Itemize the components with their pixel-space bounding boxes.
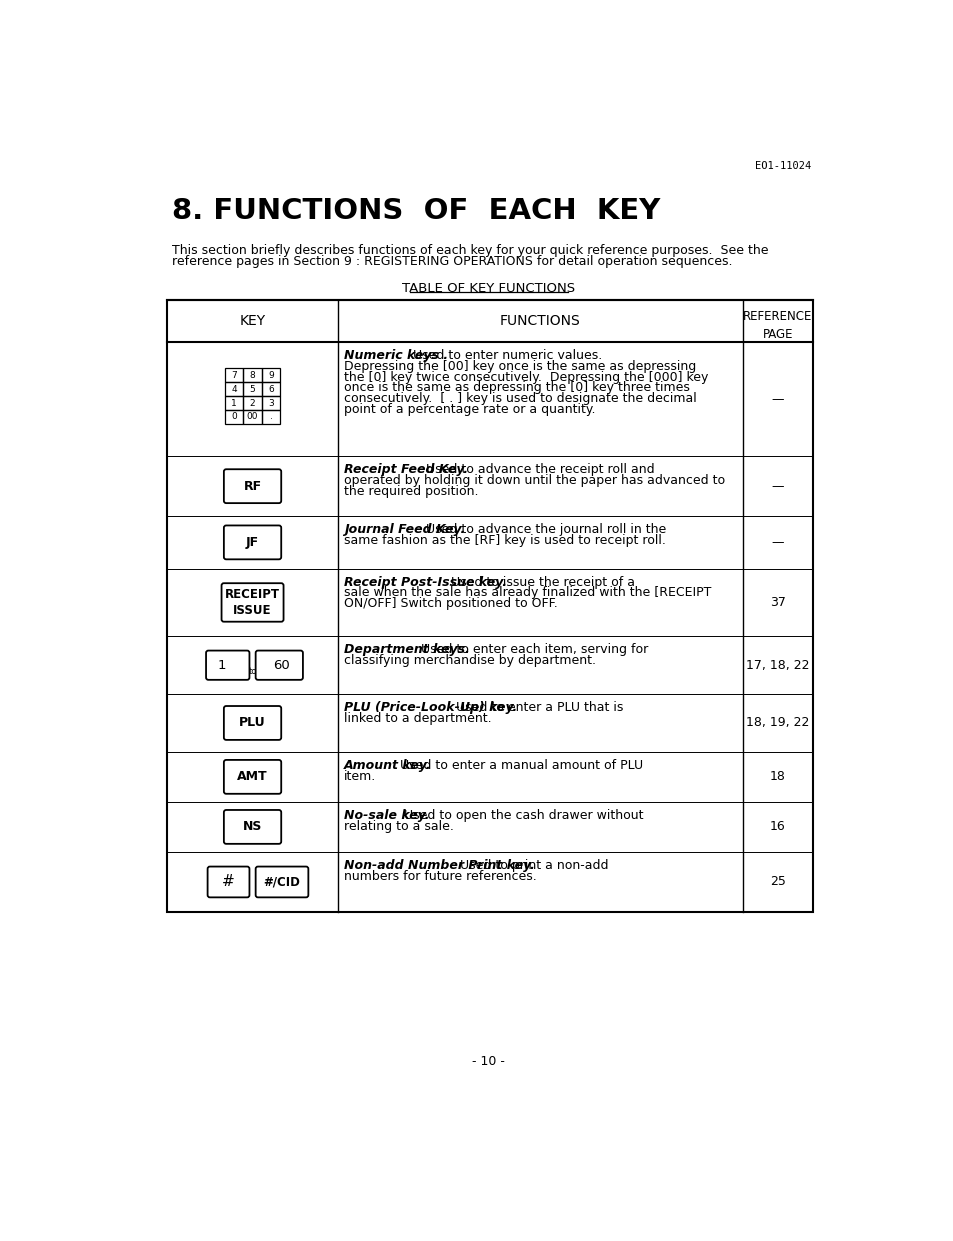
Text: EO1-11024: EO1-11024 bbox=[754, 161, 810, 171]
Text: .: . bbox=[270, 412, 273, 422]
Text: linked to a department.: linked to a department. bbox=[344, 712, 491, 725]
Text: operated by holding it down until the paper has advanced to: operated by holding it down until the pa… bbox=[344, 474, 724, 486]
Text: NS: NS bbox=[243, 820, 262, 834]
Text: same fashion as the [RF] key is used to receipt roll.: same fashion as the [RF] key is used to … bbox=[344, 534, 665, 547]
Text: point of a percentage rate or a quantity.: point of a percentage rate or a quantity… bbox=[344, 403, 595, 416]
Text: the required position.: the required position. bbox=[344, 485, 478, 498]
Text: Used to enter a manual amount of PLU: Used to enter a manual amount of PLU bbox=[391, 758, 642, 772]
Bar bbox=[243, 410, 261, 424]
Text: - 10 -: - 10 - bbox=[472, 1055, 505, 1067]
Text: —: — bbox=[771, 536, 783, 549]
Text: Used to advance the journal roll in the: Used to advance the journal roll in the bbox=[417, 524, 665, 536]
Text: once is the same as depressing the [0] key three times: once is the same as depressing the [0] k… bbox=[344, 381, 689, 395]
Text: Non-add Number Print key.: Non-add Number Print key. bbox=[344, 859, 535, 872]
Bar bbox=[224, 382, 243, 396]
Text: Department keys.: Department keys. bbox=[344, 643, 470, 656]
Text: 9: 9 bbox=[268, 371, 274, 380]
Text: consecutively.  [ . ] key is used to designate the decimal: consecutively. [ . ] key is used to desi… bbox=[344, 392, 696, 406]
Text: classifying merchandise by department.: classifying merchandise by department. bbox=[344, 654, 596, 668]
Text: ON/OFF] Switch positioned to OFF.: ON/OFF] Switch positioned to OFF. bbox=[344, 597, 558, 611]
Text: Used to issue the receipt of a: Used to issue the receipt of a bbox=[443, 576, 635, 588]
Bar bbox=[243, 396, 261, 410]
Text: reference pages in Section 9 : REGISTERING OPERATIONS for detail operation seque: reference pages in Section 9 : REGISTERI… bbox=[172, 256, 732, 268]
Text: —: — bbox=[771, 392, 783, 406]
Text: Numeric keys .: Numeric keys . bbox=[344, 349, 448, 362]
Text: TABLE OF KEY FUNCTIONS: TABLE OF KEY FUNCTIONS bbox=[402, 282, 575, 295]
Bar bbox=[261, 396, 280, 410]
Text: 1: 1 bbox=[231, 398, 236, 407]
Text: 18: 18 bbox=[769, 771, 785, 783]
Text: Receipt Feed Key.: Receipt Feed Key. bbox=[344, 463, 468, 477]
Text: AMT: AMT bbox=[237, 771, 268, 783]
Text: 1: 1 bbox=[217, 659, 226, 671]
Text: PLU: PLU bbox=[239, 716, 266, 730]
Text: 17, 18, 22: 17, 18, 22 bbox=[745, 659, 809, 671]
Text: 2: 2 bbox=[250, 398, 255, 407]
Text: 3: 3 bbox=[268, 398, 274, 407]
Text: Used to enter numeric values.: Used to enter numeric values. bbox=[404, 349, 601, 362]
Text: Journal Feed Key.: Journal Feed Key. bbox=[344, 524, 465, 536]
Text: 6: 6 bbox=[268, 385, 274, 393]
Text: FUNCTIONS: FUNCTIONS bbox=[499, 314, 580, 328]
Text: to: to bbox=[249, 666, 256, 676]
Text: RECEIPT
ISSUE: RECEIPT ISSUE bbox=[225, 588, 280, 617]
Text: 7: 7 bbox=[231, 371, 236, 380]
Text: 8. FUNCTIONS  OF  EACH  KEY: 8. FUNCTIONS OF EACH KEY bbox=[172, 197, 659, 226]
Text: Used to print a non-add: Used to print a non-add bbox=[452, 859, 608, 872]
Text: 25: 25 bbox=[769, 875, 785, 889]
Text: Receipt Post-Issue key.: Receipt Post-Issue key. bbox=[344, 576, 506, 588]
Text: 18, 19, 22: 18, 19, 22 bbox=[745, 716, 809, 730]
Text: 4: 4 bbox=[231, 385, 236, 393]
Text: #/CID: #/CID bbox=[263, 875, 300, 889]
Bar bbox=[167, 300, 812, 912]
Bar bbox=[224, 396, 243, 410]
Text: Amount key.: Amount key. bbox=[344, 758, 431, 772]
Text: item.: item. bbox=[344, 769, 375, 783]
Text: KEY: KEY bbox=[239, 314, 265, 328]
Text: RF: RF bbox=[243, 480, 261, 493]
Text: Used to advance the receipt roll and: Used to advance the receipt roll and bbox=[417, 463, 654, 477]
Text: Used to enter a PLU that is: Used to enter a PLU that is bbox=[447, 701, 622, 714]
Bar bbox=[224, 369, 243, 382]
Text: Depressing the [00] key once is the same as depressing: Depressing the [00] key once is the same… bbox=[344, 360, 696, 372]
Text: 16: 16 bbox=[769, 820, 785, 834]
Text: numbers for future references.: numbers for future references. bbox=[344, 870, 537, 882]
Text: PLU (Price-Look-Up) key.: PLU (Price-Look-Up) key. bbox=[344, 701, 517, 714]
Text: 8: 8 bbox=[250, 371, 255, 380]
Text: sale when the sale has already finalized with the [RECEIPT: sale when the sale has already finalized… bbox=[344, 586, 711, 599]
Text: JF: JF bbox=[246, 536, 259, 549]
Text: No-sale key.: No-sale key. bbox=[344, 809, 429, 822]
Bar bbox=[243, 382, 261, 396]
Text: Used to enter each item, serving for: Used to enter each item, serving for bbox=[413, 643, 648, 656]
Bar bbox=[261, 369, 280, 382]
Bar bbox=[261, 382, 280, 396]
Bar bbox=[224, 410, 243, 424]
Text: 00: 00 bbox=[247, 412, 258, 422]
Text: #: # bbox=[222, 875, 234, 890]
Text: REFERENCE
PAGE: REFERENCE PAGE bbox=[742, 310, 812, 341]
Text: the [0] key twice consecutively.  Depressing the [000] key: the [0] key twice consecutively. Depress… bbox=[344, 371, 708, 383]
Text: 37: 37 bbox=[769, 596, 785, 609]
Text: Used to open the cash drawer without: Used to open the cash drawer without bbox=[395, 809, 642, 822]
Text: 0: 0 bbox=[231, 412, 236, 422]
Text: 5: 5 bbox=[250, 385, 255, 393]
Bar bbox=[243, 369, 261, 382]
Text: —: — bbox=[771, 480, 783, 493]
Text: 60: 60 bbox=[273, 659, 290, 671]
Text: This section briefly describes functions of each key for your quick reference pu: This section briefly describes functions… bbox=[172, 243, 768, 257]
Bar bbox=[261, 410, 280, 424]
Text: relating to a sale.: relating to a sale. bbox=[344, 819, 454, 833]
